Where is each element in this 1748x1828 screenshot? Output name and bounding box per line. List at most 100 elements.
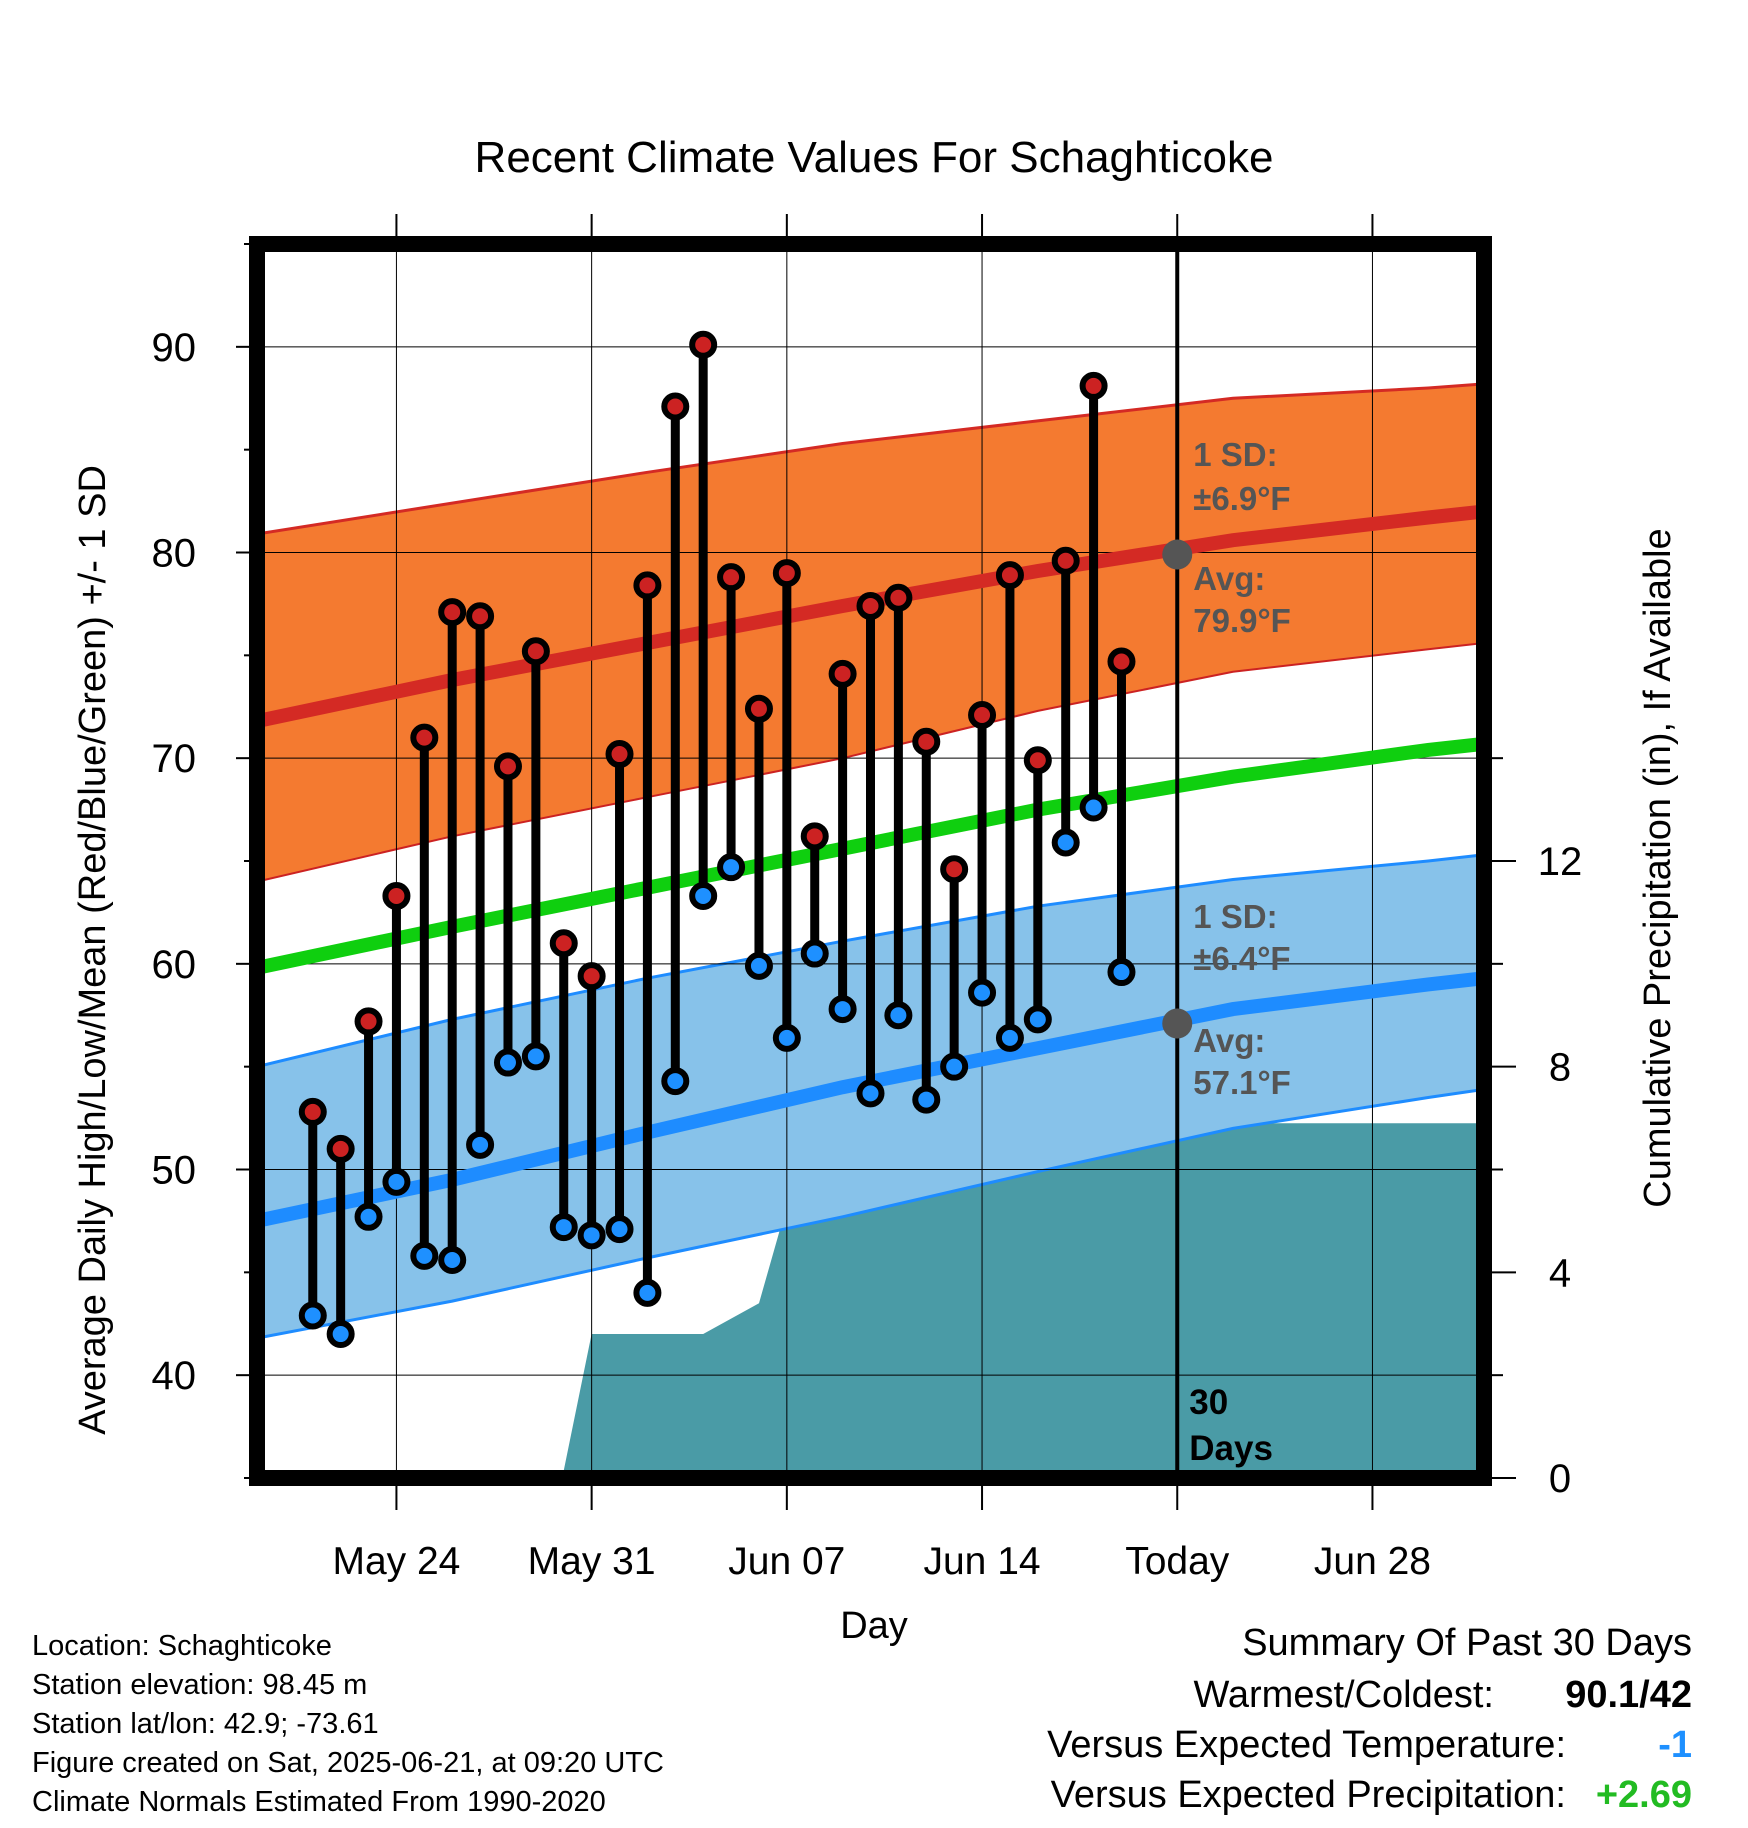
today-avg-low-marker (1162, 1008, 1193, 1039)
daily-high-point (940, 855, 969, 884)
daily-high-point (1023, 746, 1052, 775)
low-avg-value: 57.1°F (1193, 1064, 1291, 1101)
y2-tick-label: 12 (1538, 840, 1583, 884)
daily-low-point (1051, 828, 1080, 857)
daily-low-point (410, 1241, 439, 1270)
daily-low-point (995, 1023, 1024, 1052)
daily-high-point (1107, 647, 1136, 676)
daily-low-point (968, 978, 997, 1007)
info-created: Figure created on Sat, 2025-06-21, at 09… (32, 1747, 664, 1779)
y-tick-label: 60 (152, 943, 197, 987)
x-tick-label: May 31 (528, 1540, 656, 1583)
daily-high-point (354, 1007, 383, 1036)
x-axis-label: Day (840, 1605, 908, 1647)
daily-low-point (940, 1052, 969, 1081)
daily-high-point (995, 561, 1024, 590)
daily-high-point (633, 571, 662, 600)
daily-low-point (1023, 1005, 1052, 1034)
y2-tick-label: 8 (1549, 1046, 1571, 1090)
low-sd-upper-line (257, 853, 1484, 1069)
daily-low-point (689, 881, 718, 910)
daily-high-point (800, 822, 829, 851)
daily-high-point (577, 962, 606, 991)
x-tick-label: May 24 (332, 1540, 460, 1583)
daily-high-point (298, 1097, 327, 1126)
high-avg-value: 79.9°F (1193, 602, 1291, 639)
y2-tick-label: 0 (1549, 1457, 1571, 1501)
high-sd-value: ±6.9°F (1193, 480, 1290, 517)
y-tick-label: 40 (152, 1354, 197, 1398)
low-sd-label: 1 SD: (1193, 898, 1277, 935)
summary-precip-value: +2.69 (1595, 1774, 1692, 1816)
daily-low-point (438, 1245, 467, 1274)
daily-low-point (884, 1001, 913, 1030)
low-sd-value: ±6.4°F (1193, 940, 1290, 977)
daily-low-point (382, 1167, 411, 1196)
x-tick-label: Today (1125, 1540, 1230, 1583)
y-tick-label: 80 (152, 532, 197, 576)
x-tick-label: Jun 14 (923, 1540, 1040, 1583)
daily-high-point (549, 929, 578, 958)
daily-high-point (410, 723, 439, 752)
info-latlon: Station lat/lon: 42.9; -73.61 (32, 1708, 379, 1740)
daily-low-point (466, 1130, 495, 1159)
summary-temp-label: Versus Expected Temperature: (1047, 1724, 1566, 1766)
daily-high-point (466, 602, 495, 631)
today-avg-high-marker (1162, 539, 1193, 570)
daily-high-point (521, 637, 550, 666)
info-elevation: Station elevation: 98.45 m (32, 1669, 368, 1701)
daily-low-point (1079, 793, 1108, 822)
x-tick-label: Jun 28 (1314, 1540, 1431, 1583)
daily-low-point (549, 1213, 578, 1242)
low-avg-label: Avg: (1193, 1022, 1265, 1059)
daily-low-point (744, 951, 773, 980)
chart-title: Recent Climate Values For Schaghticoke (475, 133, 1274, 182)
plot-area: 1 SD: ±6.9°F Avg: 79.9°F 1 SD: ±6.4°F Avg: 57.1… (152, 214, 1583, 1583)
daily-low-point (326, 1320, 355, 1349)
daily-low-point (800, 939, 829, 968)
daily-low-point (493, 1048, 522, 1077)
summary-temp-value: -1 (1658, 1724, 1692, 1766)
daily-low-point (521, 1042, 550, 1071)
daily-low-point (717, 853, 746, 882)
summary-title: Summary Of Past 30 Days (1242, 1622, 1692, 1664)
daily-high-point (884, 583, 913, 612)
daily-high-point (1079, 371, 1108, 400)
y2-tick-label: 4 (1549, 1251, 1571, 1295)
info-location: Location: Schaghticoke (32, 1630, 332, 1662)
daily-high-point (828, 659, 857, 688)
daily-low-point (354, 1202, 383, 1231)
low-sd-lower-line (257, 1087, 1484, 1340)
daily-high-point (744, 694, 773, 723)
y2-axis-label: Cumulative Precipitation (in), If Availa… (1637, 528, 1679, 1207)
daily-low-point (1107, 958, 1136, 987)
y-tick-label: 90 (152, 326, 197, 370)
daily-high-point (772, 559, 801, 588)
daily-high-point (382, 881, 411, 910)
daily-high-point (326, 1134, 355, 1163)
daily-high-point (912, 727, 941, 756)
daily-low-point (633, 1278, 662, 1307)
daily-low-point (912, 1085, 941, 1114)
y-axis-label: Average Daily High/Low/Mean (Red/Blue/Gr… (72, 465, 114, 1435)
high-sd-upper-line (257, 382, 1484, 536)
precipitation-area (284, 1123, 1484, 1478)
plot-interior (257, 244, 1484, 1478)
daily-low-point (605, 1215, 634, 1244)
x-tick-label: Jun 07 (728, 1540, 845, 1583)
daily-low-point (577, 1221, 606, 1250)
y-tick-label: 50 (152, 1149, 197, 1193)
today-days-count: 30 (1189, 1383, 1228, 1422)
daily-low-point (828, 995, 857, 1024)
avg-high-line (257, 504, 1484, 728)
high-avg-label: Avg: (1193, 560, 1265, 597)
daily-high-point (856, 591, 885, 620)
daily-high-point (1051, 546, 1080, 575)
y-tick-label: 70 (152, 737, 197, 781)
summary-precip-label: Versus Expected Precipitation: (1050, 1774, 1566, 1816)
daily-low-point (772, 1023, 801, 1052)
daily-high-point (661, 392, 690, 421)
daily-high-point (689, 330, 718, 359)
summary-warmest-coldest-value: 90.1/42 (1565, 1674, 1692, 1716)
